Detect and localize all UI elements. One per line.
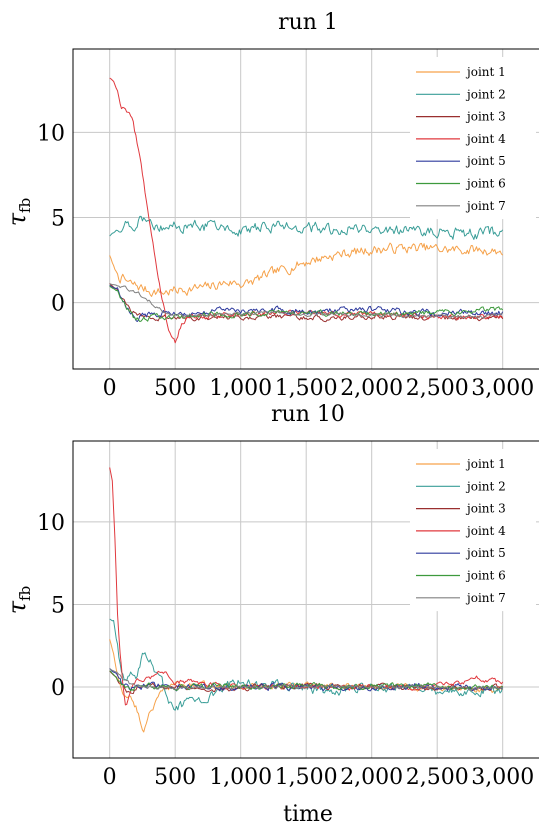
chart-panel-run-10: run 10 0 500 1,000 1,500 2,000 2,500 3,000 0 5 1…: [3, 402, 539, 827]
legend-label: joint 3: [465, 110, 506, 124]
chart-panel-run-1: run 1 0 500 1,000 1,500 2,000 2,500 3,000 0 5 10…: [3, 10, 539, 401]
series-lines: [109, 77, 504, 344]
legend-label: joint 6: [465, 177, 506, 191]
legend-label: joint 3: [465, 502, 506, 516]
x-axis-label: time: [283, 802, 333, 827]
y-tick-labels: 0 5 10: [37, 511, 65, 701]
legend-label: joint 4: [465, 524, 506, 538]
x-tick-labels: 0 500 1,000 1,500 2,000 2,500 3,000: [103, 765, 535, 790]
series-line-joint-3: [109, 670, 503, 695]
chart-title: run 1: [278, 10, 338, 35]
y-tick-labels: 0 5 10: [37, 121, 65, 316]
series-line-joint-1: [109, 242, 504, 297]
y-axis-label-main: τ: [3, 212, 31, 226]
x-tick-label: 2,000: [340, 376, 403, 401]
legend-background: [410, 449, 536, 612]
x-tick-label: 1,500: [275, 376, 338, 401]
series-lines: [109, 467, 504, 733]
series-line-joint-7: [109, 283, 503, 319]
x-tick-label: 1,500: [275, 765, 338, 790]
y-tick-label: 0: [51, 676, 65, 701]
y-axis-label: τfb: [3, 586, 34, 614]
legend-label: joint 7: [465, 591, 506, 605]
series-line-joint-6: [109, 285, 504, 323]
x-tick-label: 1,000: [209, 765, 272, 790]
y-axis-label: τfb: [3, 198, 34, 226]
x-tick-label: 2,500: [406, 376, 469, 401]
series-line-joint-7: [109, 668, 504, 691]
legend-label: joint 1: [465, 65, 506, 79]
x-tick-label: 1,000: [209, 376, 272, 401]
x-tick-label: 3,000: [471, 376, 534, 401]
legend-label: joint 4: [465, 132, 506, 146]
x-tick-label: 2,500: [406, 765, 469, 790]
x-tick-label: 3,000: [471, 765, 534, 790]
y-axis-label-main: τ: [3, 600, 31, 614]
legend-label: joint 6: [465, 569, 506, 583]
legend-label: joint 5: [465, 154, 506, 168]
legend-label: joint 7: [465, 199, 506, 213]
x-tick-labels: 0 500 1,000 1,500 2,000 2,500 3,000: [103, 376, 535, 401]
y-tick-label: 5: [51, 593, 65, 618]
y-tick-label: 10: [37, 511, 65, 536]
chart-title: run 10: [271, 402, 345, 427]
x-tick-label: 2,000: [340, 765, 403, 790]
series-line-joint-2: [109, 215, 504, 240]
x-tick-label: 500: [154, 765, 196, 790]
legend-label: joint 5: [465, 546, 506, 560]
x-tick-label: 500: [154, 376, 196, 401]
y-tick-label: 10: [37, 121, 65, 146]
legend-label: joint 2: [465, 479, 506, 493]
y-axis-label-subscript: fb: [16, 586, 34, 601]
y-tick-label: 5: [51, 207, 65, 232]
legend: joint 1 joint 2 joint 3 joint 4 joint 5 joint…: [410, 57, 536, 220]
x-tick-label: 0: [103, 376, 117, 401]
y-tick-label: 0: [51, 292, 65, 317]
legend-label: joint 1: [465, 457, 506, 471]
plot-frame: [72, 48, 539, 370]
plot-frame: [72, 440, 539, 759]
x-tick-label: 0: [103, 765, 117, 790]
legend-label: joint 2: [465, 87, 506, 101]
legend-background: [410, 57, 536, 220]
y-axis-label-subscript: fb: [16, 198, 34, 213]
legend: joint 1 joint 2 joint 3 joint 4 joint 5 joint…: [410, 449, 536, 612]
